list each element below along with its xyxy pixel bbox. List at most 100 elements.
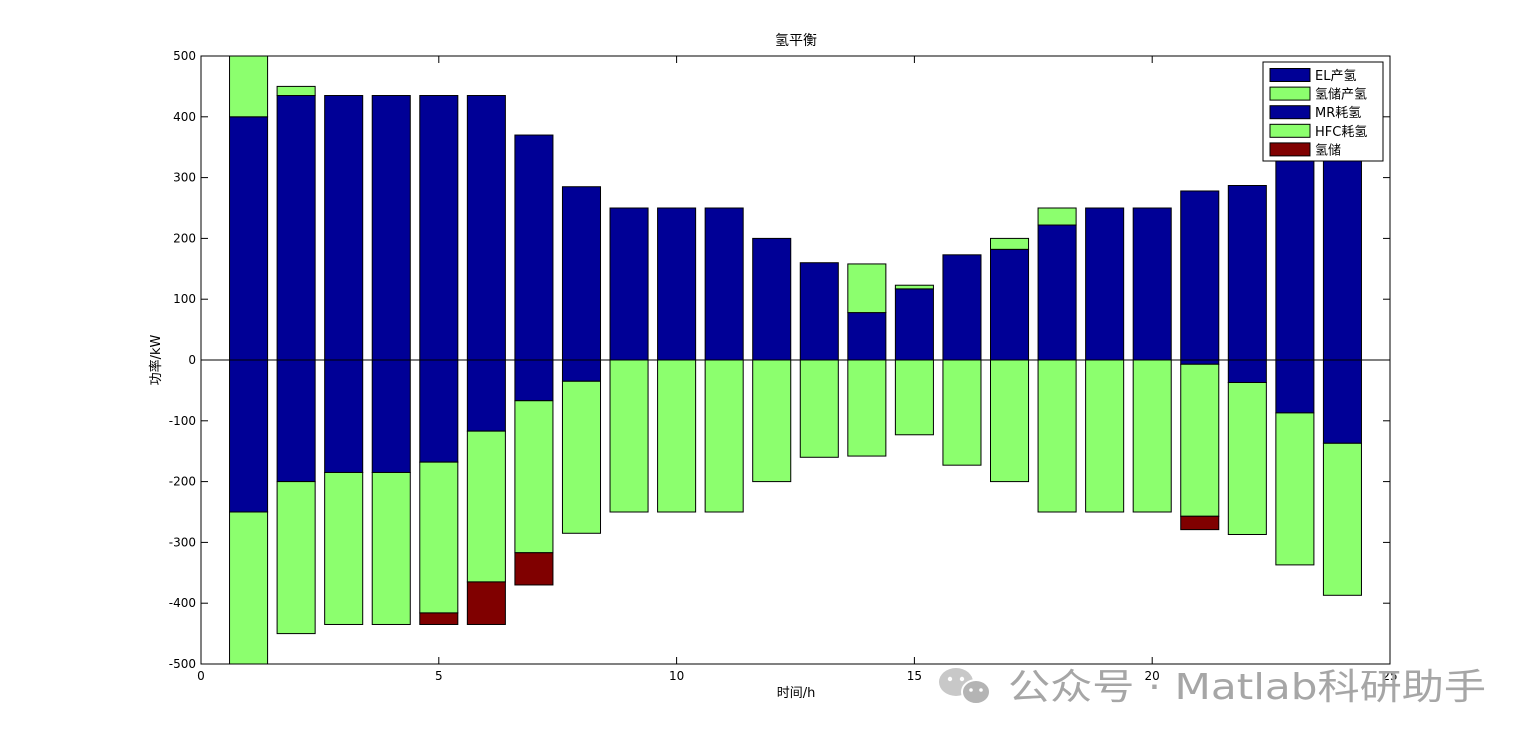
bar-s5-h7 bbox=[514, 552, 554, 586]
x-tick-label: 5 bbox=[435, 669, 443, 683]
watermark: 公众号 · Matlab科研助手 bbox=[939, 667, 1486, 708]
y-tick-label: -400 bbox=[169, 596, 196, 610]
bar-s4-h14 bbox=[847, 359, 887, 457]
bar-s5-h6 bbox=[466, 581, 506, 625]
bar-s3-h6 bbox=[466, 359, 506, 432]
y-tick-label: 500 bbox=[173, 49, 196, 63]
bar-s4-h21 bbox=[1180, 363, 1220, 517]
bar-s5-h21 bbox=[1180, 515, 1220, 531]
x-tick-label: 0 bbox=[197, 669, 205, 683]
bar-s3-h22 bbox=[1227, 359, 1267, 383]
bar-s1-h18 bbox=[1037, 224, 1077, 361]
bar-s3-h24 bbox=[1322, 359, 1362, 444]
y-tick-label: 200 bbox=[173, 231, 196, 245]
bar-s4-h3 bbox=[324, 471, 364, 625]
watermark-text: 公众号 · Matlab科研助手 bbox=[1008, 667, 1486, 708]
wechat-icon bbox=[939, 668, 991, 705]
bar-s5-h5 bbox=[419, 612, 459, 625]
legend-label: 氢储产氢 bbox=[1315, 88, 1367, 103]
bar-s1-h15 bbox=[894, 288, 934, 361]
bar-s1-h2 bbox=[276, 95, 316, 361]
bar-s1-h24 bbox=[1322, 122, 1362, 361]
y-tick-label: 0 bbox=[188, 353, 196, 367]
y-tick-label: -300 bbox=[169, 535, 196, 549]
bar-s3-h2 bbox=[276, 359, 316, 483]
bar-s4-h16 bbox=[942, 359, 982, 466]
x-axis-label: 时间/h bbox=[777, 686, 816, 701]
bar-s4-h12 bbox=[752, 359, 792, 483]
bar-s2-h18 bbox=[1037, 207, 1077, 226]
x-tick-label: 25 bbox=[1382, 669, 1397, 683]
bar-s1-h6 bbox=[466, 95, 506, 361]
bar-s4-h9 bbox=[609, 359, 649, 513]
legend-swatch bbox=[1269, 105, 1311, 120]
bar-s4-h13 bbox=[799, 359, 839, 458]
bar-s4-h4 bbox=[371, 471, 411, 625]
bar-s1-h16 bbox=[942, 254, 982, 361]
bar-s1-h14 bbox=[847, 312, 887, 361]
legend-swatch bbox=[1269, 142, 1311, 157]
bar-s2-h14 bbox=[847, 263, 887, 314]
bar-s1-h4 bbox=[371, 95, 411, 361]
bar-s4-h20 bbox=[1132, 359, 1172, 513]
legend-label: HFC耗氢 bbox=[1315, 125, 1367, 140]
bar-s1-h9 bbox=[609, 207, 649, 361]
bar-s1-h13 bbox=[799, 262, 839, 361]
bar-s4-h7 bbox=[514, 400, 554, 554]
bar-s4-h15 bbox=[894, 359, 934, 436]
bar-s2-h17 bbox=[990, 237, 1030, 250]
x-axis: 0 5 10 15 20 25 bbox=[197, 56, 1398, 683]
bar-s4-h17 bbox=[990, 359, 1030, 483]
legend-swatch bbox=[1269, 68, 1311, 82]
bar-s3-h5 bbox=[419, 359, 459, 463]
bar-s4-h11 bbox=[704, 359, 744, 513]
y-axis: -500 -400 -300 -200 -100 0 100 200 300 400 500 bbox=[169, 49, 1390, 671]
y-axis-label: 功率/kW bbox=[148, 334, 164, 385]
bar-s1-h23 bbox=[1275, 155, 1315, 361]
bar-s3-h23 bbox=[1275, 359, 1315, 414]
bar-s4-h24 bbox=[1322, 442, 1362, 596]
bar-s1-h12 bbox=[752, 237, 792, 361]
bar-s1-h3 bbox=[324, 95, 364, 361]
bar-s3-h8 bbox=[561, 359, 602, 382]
bar-s4-h1 bbox=[229, 511, 269, 665]
bar-s1-h19 bbox=[1085, 207, 1125, 361]
legend-label: EL产氢 bbox=[1315, 69, 1356, 84]
bar-s3-h21 bbox=[1180, 359, 1220, 365]
bar-s4-h8 bbox=[561, 380, 602, 534]
y-tick-label: 400 bbox=[173, 110, 196, 124]
bar-s2-h15 bbox=[894, 284, 934, 290]
bar-s4-h18 bbox=[1037, 359, 1077, 513]
bar-s4-h19 bbox=[1085, 359, 1125, 513]
y-tick-label: -100 bbox=[169, 414, 196, 428]
y-tick-label: -200 bbox=[169, 475, 196, 489]
bar-s4-h22 bbox=[1227, 382, 1267, 535]
legend-label: 氢储 bbox=[1315, 143, 1341, 158]
bar-s1-h17 bbox=[990, 248, 1030, 361]
bar-s4-h2 bbox=[276, 481, 316, 635]
x-tick-label: 10 bbox=[669, 669, 684, 683]
chart-title: 氢平衡 bbox=[775, 33, 817, 49]
bar-s2-h1 bbox=[229, 55, 269, 118]
bar-s1-h8 bbox=[561, 186, 602, 361]
bar-s3-h3 bbox=[324, 359, 364, 473]
bar-s1-h7 bbox=[514, 134, 554, 361]
bar-s1-h1 bbox=[229, 116, 269, 361]
legend-swatch bbox=[1269, 86, 1311, 101]
bar-s1-h21 bbox=[1180, 190, 1220, 361]
bar-s4-h5 bbox=[419, 461, 459, 614]
bar-s1-h11 bbox=[704, 207, 744, 361]
bar-s1-h22 bbox=[1227, 185, 1267, 361]
bar-s1-h10 bbox=[657, 207, 697, 361]
legend-swatch bbox=[1269, 123, 1311, 138]
bar-s4-h6 bbox=[466, 430, 506, 583]
bar-s2-h2 bbox=[276, 85, 316, 97]
bar-s4-h10 bbox=[657, 359, 697, 513]
bar-s4-h23 bbox=[1275, 412, 1315, 566]
bar-s3-h1 bbox=[229, 359, 269, 513]
x-tick-label: 15 bbox=[907, 669, 922, 683]
bar-s1-h5 bbox=[419, 95, 459, 361]
bar-s3-h7 bbox=[514, 359, 554, 402]
